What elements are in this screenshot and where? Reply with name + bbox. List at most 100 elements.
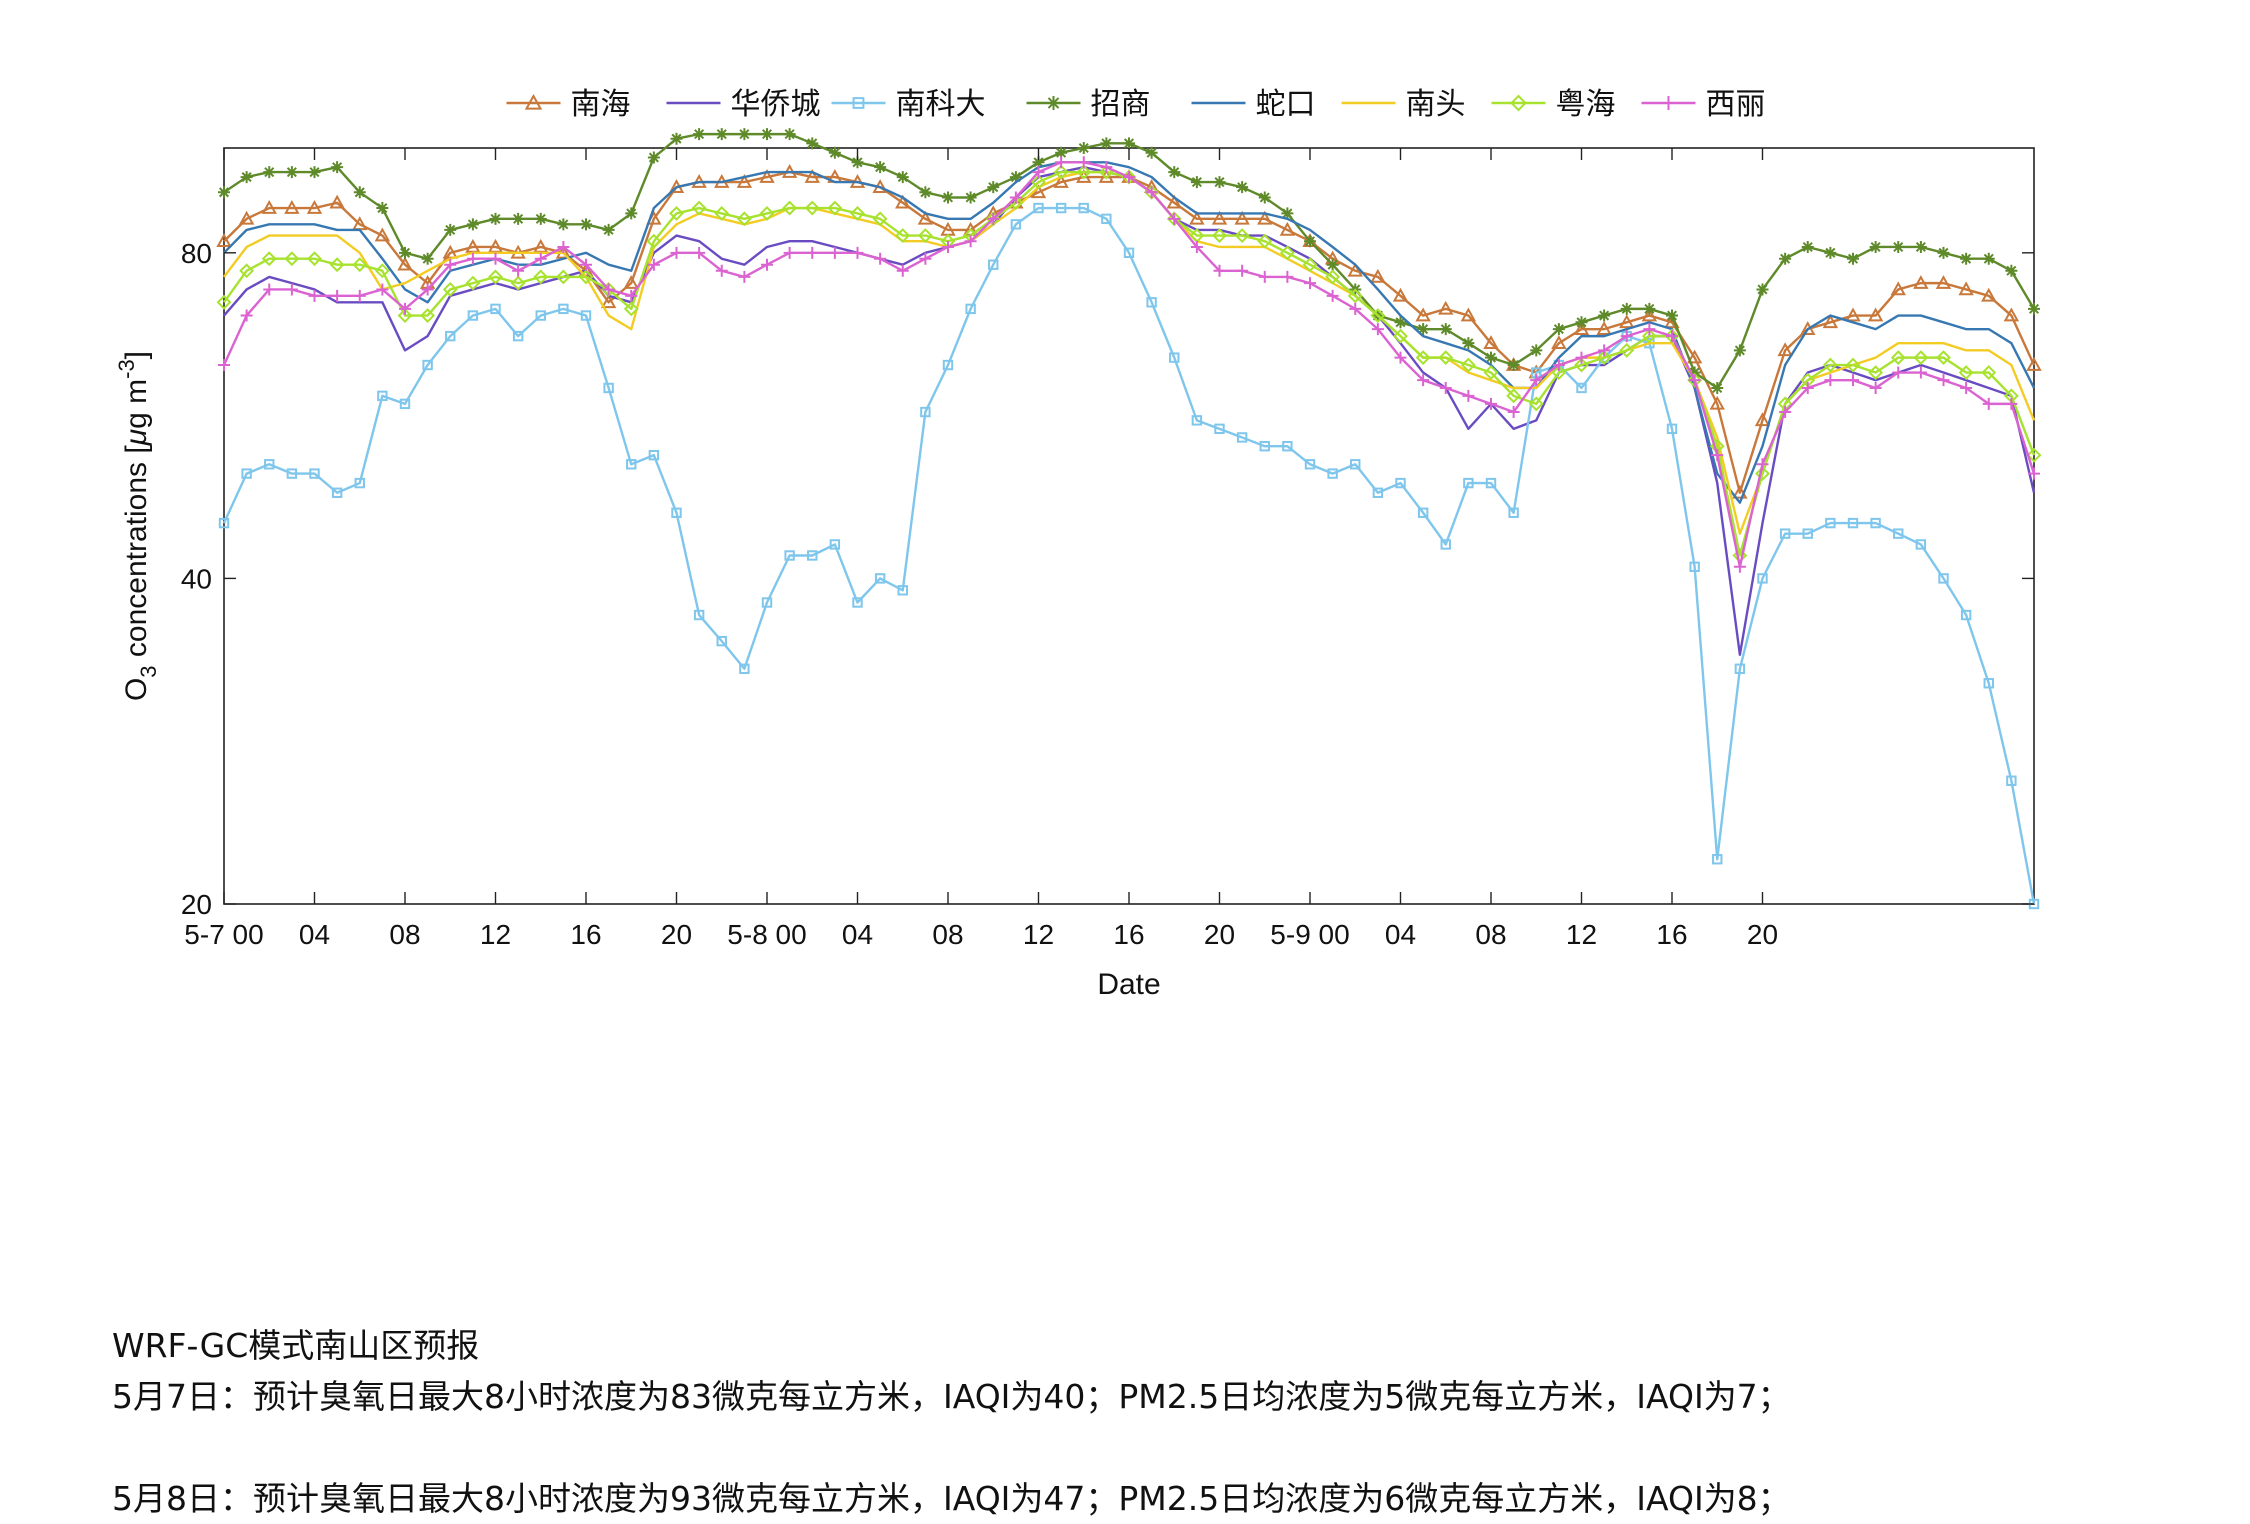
data-point — [2003, 307, 2020, 322]
data-point — [851, 246, 864, 259]
data-point — [1032, 156, 1045, 169]
data-point — [1915, 539, 1927, 550]
data-point — [218, 186, 230, 199]
data-point — [1417, 507, 1429, 518]
data-point — [761, 597, 773, 608]
data-point — [1847, 374, 1859, 387]
data-point — [399, 302, 411, 315]
data-point — [623, 275, 639, 289]
data-point — [555, 269, 571, 285]
data-point — [1033, 202, 1044, 214]
data-point — [1236, 264, 1249, 277]
data-point — [1439, 381, 1452, 394]
legend-label: 南海 — [571, 87, 631, 122]
data-point — [782, 200, 798, 216]
data-point — [850, 206, 865, 221]
data-point — [917, 210, 934, 225]
data-point — [399, 246, 411, 259]
data-point — [2028, 302, 2040, 315]
x-tick-label: 20 — [1747, 919, 1778, 950]
data-point — [1417, 323, 1430, 336]
data-point — [1688, 374, 1701, 387]
data-point — [715, 264, 728, 277]
report-line-may8: 5月8日：预计臭氧日最大8小时浓度为93微克每立方米，IAQI为47；PM2.5… — [112, 1479, 1791, 1518]
data-point — [1326, 258, 1339, 271]
data-point — [1370, 308, 1386, 323]
data-point — [739, 663, 750, 674]
data-point — [716, 635, 727, 647]
data-point — [919, 186, 932, 199]
data-point — [1326, 289, 1339, 302]
data-point — [218, 359, 230, 372]
legend-label: 西丽 — [1706, 87, 1766, 122]
data-point — [1666, 423, 1678, 435]
data-point — [422, 359, 433, 371]
data-point — [1236, 432, 1248, 443]
y-tick-label: 20 — [181, 889, 212, 920]
data-point — [580, 218, 592, 231]
data-point — [988, 259, 999, 270]
data-point — [1211, 210, 1228, 225]
x-axis-title: Date — [1097, 968, 1160, 1001]
data-point — [1055, 202, 1067, 214]
data-point — [489, 212, 502, 225]
data-point — [603, 382, 614, 394]
data-point — [1463, 477, 1474, 489]
data-point — [1552, 323, 1565, 336]
data-point — [1777, 342, 1793, 357]
data-point — [852, 597, 863, 608]
data-point — [331, 289, 344, 302]
forecast-report: WRF-GC模式南山区预报 5月7日：预计臭氧日最大8小时浓度为83微克每立方米… — [112, 1320, 2212, 1524]
data-point — [1415, 350, 1431, 366]
data-point — [216, 294, 232, 310]
data-point — [1055, 146, 1068, 159]
data-point — [987, 181, 1000, 194]
data-point — [1483, 335, 1499, 349]
series-4 — [223, 161, 2036, 504]
data-point — [1371, 323, 1384, 336]
data-point — [309, 468, 320, 479]
data-point — [1325, 269, 1341, 285]
data-point — [1508, 507, 1519, 518]
data-point — [1551, 335, 1567, 349]
data-point — [714, 206, 730, 221]
data-point — [1893, 528, 1904, 539]
data-point — [1100, 137, 1113, 150]
data-point — [1824, 374, 1837, 387]
series-3 — [218, 128, 2040, 394]
data-point — [444, 258, 457, 271]
data-point — [261, 251, 277, 267]
data-point — [1510, 94, 1527, 112]
data-point — [828, 146, 841, 159]
data-point — [1598, 344, 1611, 357]
data-point — [557, 218, 570, 231]
x-tick-label: 12 — [1566, 919, 1597, 950]
data-point — [1960, 609, 1972, 621]
data-point — [1890, 350, 1906, 366]
data-point — [1575, 351, 1588, 364]
legend-entry-7: 西丽 — [1641, 87, 1766, 122]
data-point — [895, 228, 911, 243]
data-point — [1168, 212, 1181, 225]
data-point — [715, 128, 728, 141]
data-point — [1530, 344, 1543, 357]
data-point — [1032, 166, 1045, 179]
data-point — [736, 174, 753, 188]
data-point — [1189, 210, 1205, 225]
data-point — [1257, 210, 1273, 225]
data-point — [442, 282, 458, 297]
data-point — [1868, 365, 1884, 380]
data-point — [693, 609, 705, 621]
data-point — [284, 251, 300, 267]
data-point — [736, 211, 752, 227]
data-point — [580, 258, 592, 271]
data-point — [240, 309, 253, 322]
series-line — [223, 170, 2036, 557]
data-point — [1213, 264, 1226, 277]
data-point — [942, 359, 954, 371]
data-point — [1392, 287, 1409, 302]
data-point — [1958, 365, 1974, 380]
data-point — [1757, 573, 1768, 584]
data-point — [1281, 207, 1294, 220]
data-point — [1914, 240, 1927, 253]
